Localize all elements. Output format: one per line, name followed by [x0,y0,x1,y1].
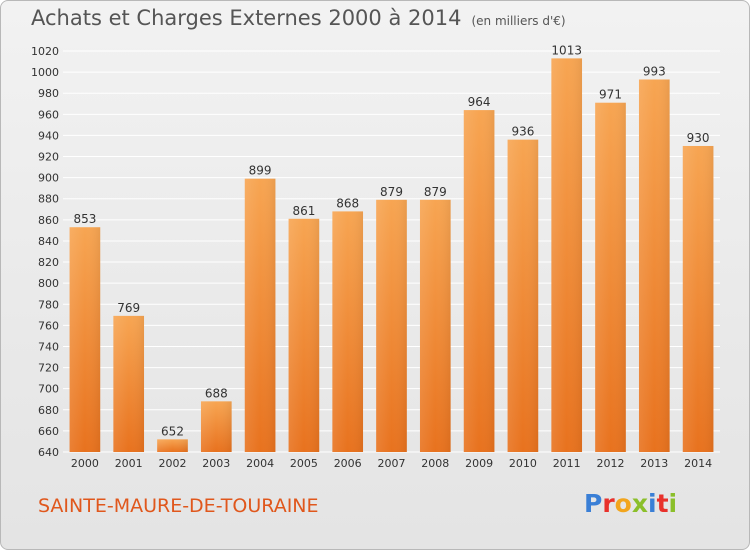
bar-shade [157,439,188,452]
y-axis-ticks: 640 660 680 700 720 740 760 780 800 820 840 860 880 9… [31,45,59,459]
data-label: 993 [643,64,666,78]
x-tick-label: 2008 [421,457,449,470]
logo-letter: i [648,489,657,518]
x-tick-label: 2011 [553,457,581,470]
y-tick-label: 780 [38,298,59,311]
bar-shade [69,227,101,452]
y-tick-label: 960 [38,108,59,121]
data-labels: 853 769 652 688 899 861 868 879 879 964 936 1013 971… [73,43,709,438]
data-label: 688 [205,386,228,400]
bar-shade [682,145,714,452]
y-tick-label: 860 [38,214,59,227]
bar-shade [376,199,407,452]
bar-shade [595,102,626,453]
y-tick-label: 980 [38,87,59,100]
x-axis-ticks: 2000 2001 2002 2003 2004 2005 2006 2007 2008 2009… [71,457,712,470]
logo-letter: i [668,489,678,518]
chart-unit-text: (en milliers d'€) [471,14,566,28]
x-tick-label: 2004 [246,457,274,470]
logo-letter: r [602,489,615,518]
data-label: 853 [73,212,96,226]
y-tick-label: 840 [38,235,59,248]
data-label: 930 [687,131,710,145]
data-label: 936 [511,125,534,139]
y-tick-label: 680 [38,404,59,417]
bar-shade [244,178,276,453]
bar-shade [419,199,451,452]
data-label: 1013 [551,43,582,57]
y-tick-label: 640 [38,446,59,459]
y-tick-label: 940 [38,129,59,142]
x-tick-label: 2000 [71,457,99,470]
y-tick-label: 1000 [31,66,59,79]
y-tick-label: 920 [38,151,59,164]
y-tick-label: 800 [38,277,59,290]
data-label: 652 [161,424,184,438]
y-tick-label: 660 [38,425,59,438]
y-tick-label: 820 [38,256,59,269]
x-tick-label: 2002 [159,457,187,470]
x-tick-label: 2003 [202,457,230,470]
x-tick-label: 2009 [465,457,493,470]
bar-shade [288,218,320,452]
logo-letter: P [584,489,603,518]
bar-shade [463,110,495,453]
logo-letter: o [614,489,632,518]
bars [69,58,714,453]
bar-shade [113,315,145,452]
place-name: SAINTE-MAURE-DE-TOURAINE [38,495,319,517]
bar-shade [200,401,232,452]
x-tick-label: 2007 [378,457,406,470]
bar-shade [507,139,539,453]
bar-shade [332,211,364,452]
y-tick-label: 700 [38,383,59,396]
y-tick-label: 1020 [31,45,59,58]
x-tick-label: 2001 [115,457,143,470]
y-tick-label: 740 [38,340,59,353]
chart-title-text: Achats et Charges Externes 2000 à 2014 [31,6,462,30]
y-tick-label: 880 [38,193,59,206]
y-tick-label: 760 [38,319,59,332]
data-label: 899 [249,164,272,178]
logo-letter: x [631,489,648,518]
data-label: 964 [468,95,491,109]
bar-shade [551,58,583,452]
x-tick-label: 2014 [684,457,712,470]
x-tick-label: 2005 [290,457,318,470]
logo-letter: t [656,489,669,518]
proxiti-logo: Proxiti [584,489,677,518]
data-label: 971 [599,88,622,102]
bar-shade [638,79,670,453]
data-label: 769 [117,301,140,315]
chart-title: Achats et Charges Externes 2000 à 2014 (e… [31,6,566,30]
data-label: 868 [336,196,359,210]
x-tick-label: 2006 [334,457,362,470]
x-tick-label: 2013 [640,457,668,470]
x-tick-label: 2010 [509,457,537,470]
y-tick-label: 720 [38,362,59,375]
data-label: 879 [380,185,403,199]
x-tick-label: 2012 [597,457,625,470]
data-label: 879 [424,185,447,199]
y-tick-label: 900 [38,172,59,185]
data-label: 861 [292,204,315,218]
